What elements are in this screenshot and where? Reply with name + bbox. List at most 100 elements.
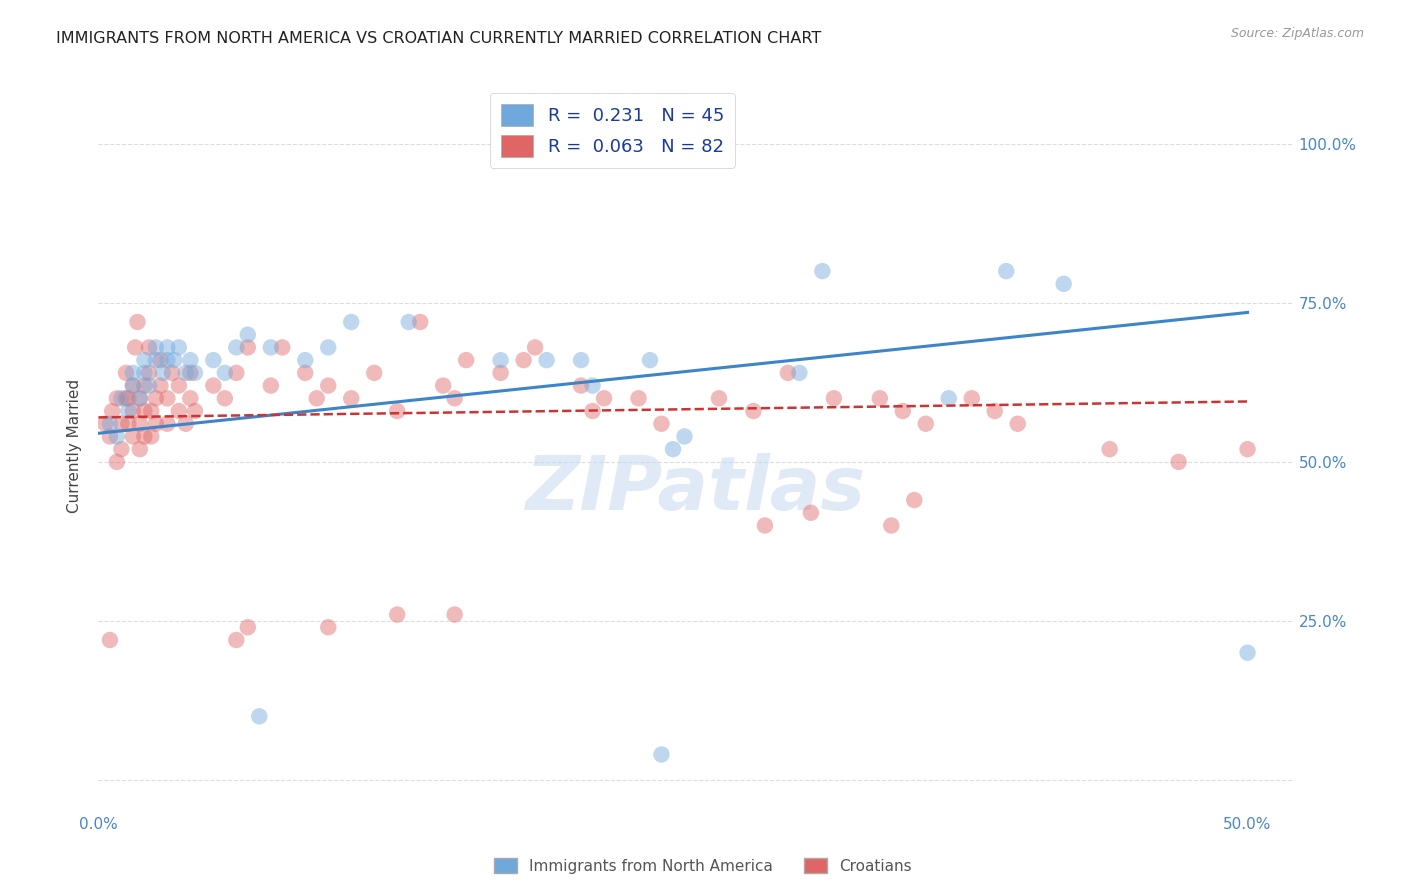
Legend: R =  0.231   N = 45, R =  0.063   N = 82: R = 0.231 N = 45, R = 0.063 N = 82 xyxy=(489,93,735,168)
Point xyxy=(1053,277,1076,291)
Point xyxy=(260,378,283,392)
Point xyxy=(489,353,512,368)
Point xyxy=(124,340,146,354)
Point xyxy=(800,506,823,520)
Point xyxy=(225,340,247,354)
Point xyxy=(110,442,132,457)
Point xyxy=(236,620,259,634)
Point xyxy=(443,392,465,406)
Point xyxy=(128,392,150,406)
Point xyxy=(995,264,1018,278)
Point xyxy=(225,366,247,380)
Point xyxy=(512,353,534,368)
Point xyxy=(179,392,201,406)
Point xyxy=(789,366,811,380)
Point xyxy=(938,392,960,406)
Point xyxy=(105,429,128,443)
Point xyxy=(167,378,190,392)
Point xyxy=(340,315,363,329)
Point xyxy=(914,417,936,431)
Text: ZIPatlas: ZIPatlas xyxy=(526,453,866,526)
Point xyxy=(115,392,138,406)
Point xyxy=(167,340,190,354)
Point xyxy=(202,378,225,392)
Point xyxy=(174,417,197,431)
Point xyxy=(134,353,156,368)
Point xyxy=(432,378,454,392)
Point xyxy=(145,392,167,406)
Point xyxy=(214,366,236,380)
Point xyxy=(593,392,616,406)
Point xyxy=(101,404,124,418)
Point xyxy=(754,518,776,533)
Point xyxy=(98,429,121,443)
Point xyxy=(134,366,156,380)
Point xyxy=(236,340,259,354)
Text: IMMIGRANTS FROM NORTH AMERICA VS CROATIAN CURRENTLY MARRIED CORRELATION CHART: IMMIGRANTS FROM NORTH AMERICA VS CROATIA… xyxy=(56,31,821,46)
Point xyxy=(117,404,139,418)
Point xyxy=(156,417,179,431)
Text: Source: ZipAtlas.com: Source: ZipAtlas.com xyxy=(1230,27,1364,40)
Point xyxy=(122,378,145,392)
Point xyxy=(122,378,145,392)
Point xyxy=(385,404,409,418)
Point xyxy=(184,366,207,380)
Point xyxy=(363,366,385,380)
Point xyxy=(138,366,160,380)
Point xyxy=(650,417,672,431)
Point xyxy=(163,353,186,368)
Point xyxy=(524,340,547,354)
Point xyxy=(984,404,1007,418)
Point xyxy=(122,404,145,418)
Point xyxy=(247,709,270,723)
Point xyxy=(869,392,891,406)
Point xyxy=(443,607,465,622)
Point xyxy=(167,404,190,418)
Point xyxy=(98,632,121,647)
Legend: Immigrants from North America, Croatians: Immigrants from North America, Croatians xyxy=(488,852,918,880)
Point xyxy=(1007,417,1029,431)
Point xyxy=(149,378,172,392)
Point xyxy=(271,340,294,354)
Point xyxy=(145,340,167,354)
Point xyxy=(662,442,685,457)
Point xyxy=(1236,646,1258,660)
Point xyxy=(105,455,128,469)
Point xyxy=(536,353,558,368)
Point xyxy=(581,378,603,392)
Point xyxy=(156,392,179,406)
Point xyxy=(127,315,149,329)
Point xyxy=(569,378,592,392)
Point xyxy=(110,392,132,406)
Point xyxy=(174,366,197,380)
Point xyxy=(141,429,163,443)
Point xyxy=(776,366,799,380)
Point xyxy=(160,366,183,380)
Point xyxy=(903,493,925,508)
Point xyxy=(156,340,179,354)
Point xyxy=(489,366,512,380)
Point xyxy=(214,392,236,406)
Point xyxy=(110,417,132,431)
Point xyxy=(880,518,903,533)
Point xyxy=(145,417,167,431)
Point xyxy=(294,353,316,368)
Point xyxy=(260,340,283,354)
Point xyxy=(409,315,432,329)
Point xyxy=(316,378,339,392)
Point xyxy=(128,417,150,431)
Point xyxy=(156,353,179,368)
Point xyxy=(141,404,163,418)
Point xyxy=(134,378,156,392)
Point xyxy=(581,404,603,418)
Point xyxy=(117,392,139,406)
Point xyxy=(823,392,845,406)
Point xyxy=(94,417,117,431)
Y-axis label: Currently Married: Currently Married xyxy=(67,379,83,513)
Point xyxy=(105,392,128,406)
Point xyxy=(627,392,650,406)
Point xyxy=(236,327,259,342)
Point xyxy=(122,429,145,443)
Point xyxy=(149,353,172,368)
Point xyxy=(115,366,138,380)
